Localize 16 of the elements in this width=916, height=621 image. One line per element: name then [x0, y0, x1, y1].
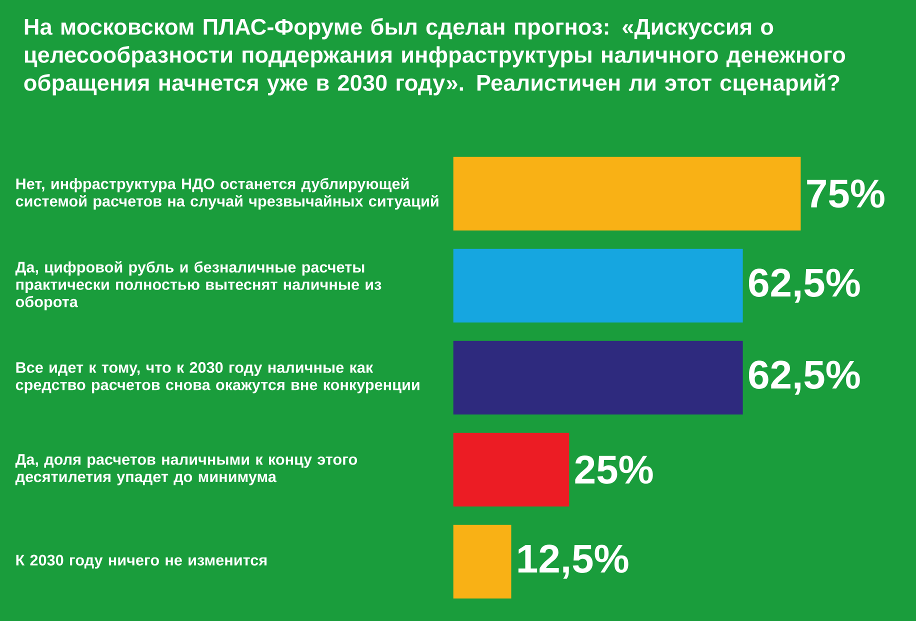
- data-label: 62,5%: [748, 268, 860, 303]
- y-tick-label: Да, цифровой рубль и безналичные расчеты практически полностью вытеснят наличные из оборота: [15, 261, 382, 310]
- y-tick-label: К 2030 году ничего не изменится: [16, 554, 267, 569]
- data-label: 62,5%: [748, 360, 860, 395]
- bar: [453, 524, 512, 598]
- chart-title: На московском ПЛАС-Форуме был сделан прогноз: «Дискуссия о целесообразности поддержания инфраструктуры наличного денежного обращения начнется уже в 2030 году». Реалистичен ли этот сценарий?: [24, 18, 846, 96]
- data-label: 75%: [807, 180, 884, 208]
- data-label: 25%: [575, 456, 653, 484]
- bar: [453, 156, 801, 230]
- bar: [453, 432, 570, 506]
- y-tick-label: Да, доля расчетов наличными к концу этого десятилетия упадет до минимума: [15, 454, 358, 486]
- bar: [453, 248, 743, 322]
- data-label: 12,5%: [518, 544, 628, 579]
- y-tick-label: Все идет к тому, что к 2030 году наличные как средство расчетов снова окажутся вне конкуренции: [16, 362, 420, 394]
- bar: [453, 340, 743, 414]
- y-tick-label: Нет, инфраструктура НДО останется дублирующей системой расчетов на случай чрезвычайных ситуаций: [16, 178, 438, 210]
